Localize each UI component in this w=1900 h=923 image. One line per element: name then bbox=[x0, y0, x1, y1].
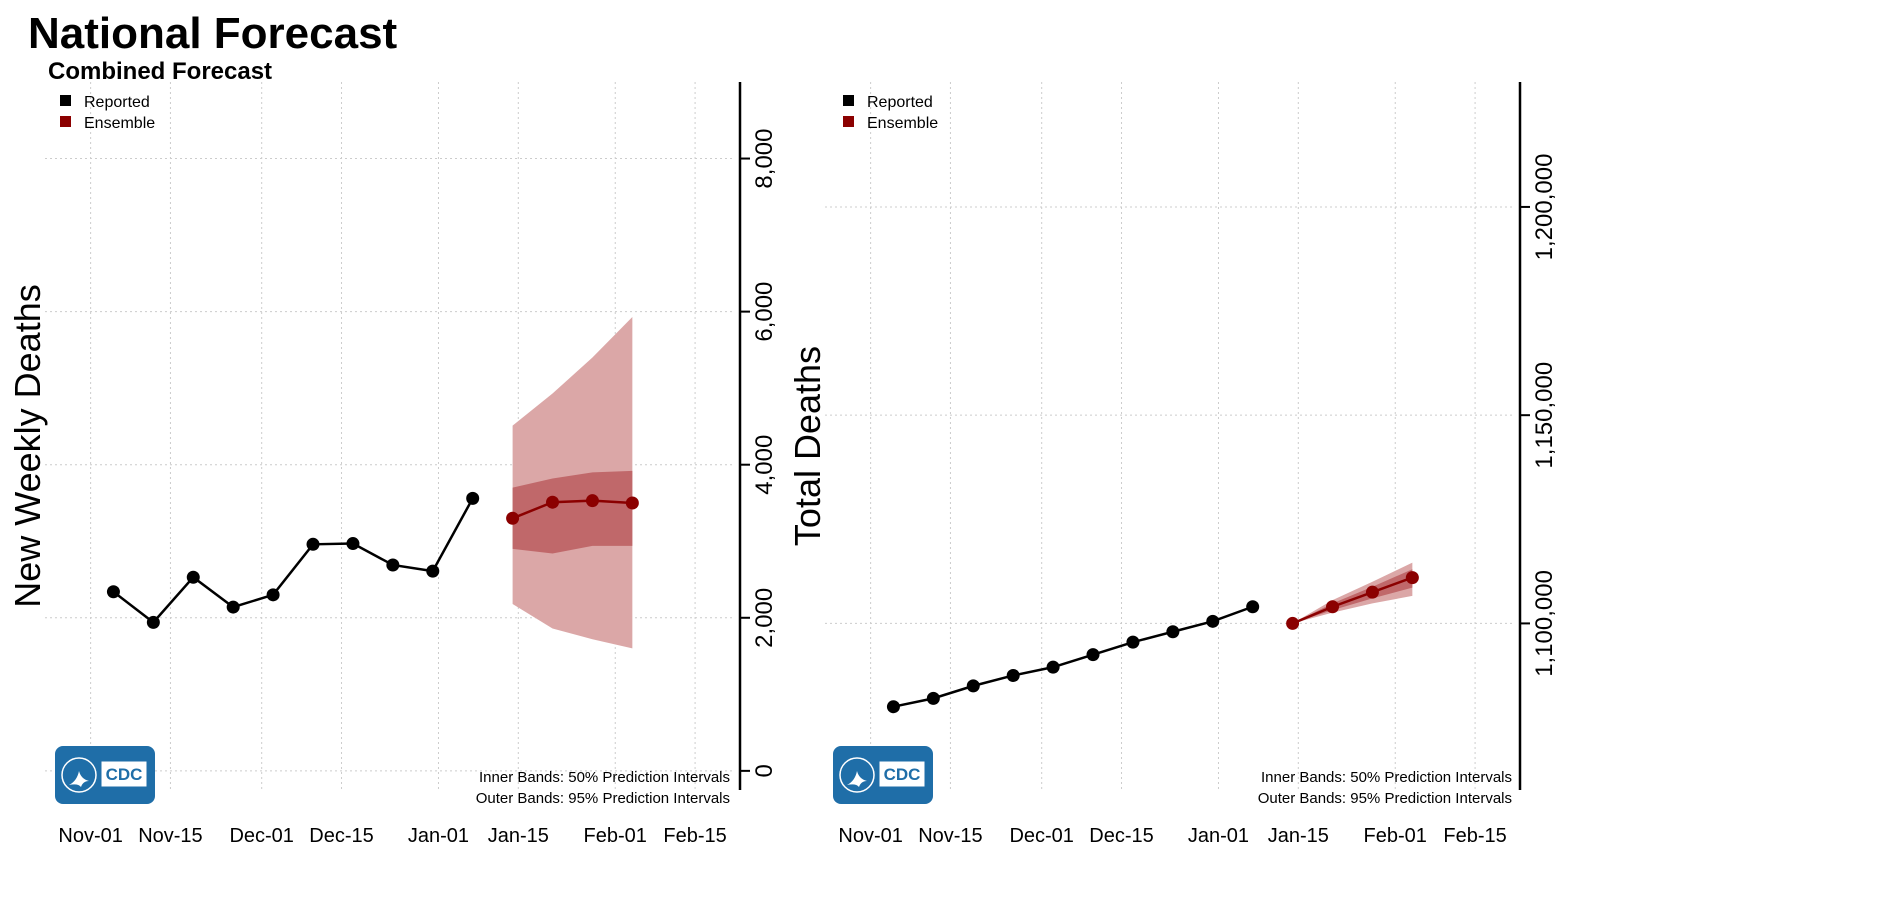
outer-prediction-band bbox=[1292, 562, 1413, 624]
reported-point bbox=[306, 537, 320, 551]
ensemble-point bbox=[1405, 571, 1419, 585]
ensemble-point bbox=[546, 495, 560, 509]
outer-band-note: Outer Bands: 95% Prediction Intervals bbox=[476, 790, 730, 807]
legend: Reported Ensemble bbox=[60, 94, 155, 132]
y-tick-label: 4,000 bbox=[751, 435, 778, 495]
x-tick-label: Feb-15 bbox=[1443, 825, 1506, 847]
total-deaths-chart: 1,100,000 1,150,000 1,200,000 Nov-01 Nov-15 D… bbox=[787, 82, 1558, 847]
hhs-seal-ring bbox=[61, 757, 97, 793]
hhs-seal-ring bbox=[839, 757, 875, 793]
inner-prediction-band bbox=[512, 470, 633, 554]
reported-point bbox=[1006, 668, 1020, 682]
reported-point bbox=[1206, 614, 1220, 628]
y-tick-label: 2,000 bbox=[751, 588, 778, 648]
y-tick-label: 1,100,000 bbox=[1531, 570, 1558, 677]
x-tick-label: Feb-01 bbox=[584, 825, 647, 847]
reported-point bbox=[426, 564, 440, 578]
x-tick-label: Jan-15 bbox=[1268, 825, 1329, 847]
legend: Reported Ensemble bbox=[843, 94, 938, 132]
y-axis-label: Total Deaths bbox=[787, 346, 828, 546]
legend-label-reported: Reported bbox=[84, 94, 150, 111]
reported-point bbox=[886, 700, 900, 714]
reported-point bbox=[106, 585, 120, 599]
cdc-text-box bbox=[879, 761, 925, 787]
x-tick-label: Jan-15 bbox=[488, 825, 549, 847]
x-tick-label: Jan-01 bbox=[408, 825, 469, 847]
x-tick-label: Nov-01 bbox=[838, 825, 902, 847]
reported-point bbox=[466, 491, 480, 505]
reported-point bbox=[1126, 635, 1140, 649]
ensemble-point bbox=[506, 511, 520, 525]
legend-swatch-reported bbox=[60, 95, 71, 106]
reported-point bbox=[966, 679, 980, 693]
page-subtitle: Combined Forecast bbox=[48, 58, 273, 85]
reported-point bbox=[346, 537, 360, 551]
outer-band-note: Outer Bands: 95% Prediction Intervals bbox=[1258, 790, 1512, 807]
hhs-eagle-icon bbox=[61, 757, 97, 793]
legend-swatch-ensemble bbox=[60, 116, 71, 127]
ensemble-line bbox=[512, 499, 633, 520]
hhs-eagle-shape bbox=[847, 771, 867, 787]
reported-point bbox=[1246, 600, 1260, 614]
y-tick-label: 8,000 bbox=[751, 129, 778, 189]
x-tick-label: Dec-01 bbox=[1009, 825, 1073, 847]
ensemble-point bbox=[1365, 585, 1379, 599]
legend-label-ensemble: Ensemble bbox=[867, 115, 938, 132]
page-title: National Forecast bbox=[28, 9, 398, 58]
y-tick-label: 0 bbox=[751, 764, 778, 777]
hhs-eagle-icon bbox=[839, 757, 875, 793]
reported-point bbox=[266, 588, 280, 602]
y-tick-label: 1,150,000 bbox=[1531, 362, 1558, 469]
ensemble-point bbox=[625, 496, 639, 510]
reported-point bbox=[1046, 660, 1060, 674]
reported-line bbox=[112, 497, 474, 625]
reported-point bbox=[146, 615, 160, 629]
ensemble-line bbox=[1292, 576, 1413, 625]
reported-point bbox=[186, 570, 200, 584]
x-tick-label: Nov-15 bbox=[918, 825, 982, 847]
x-tick-label: Jan-01 bbox=[1188, 825, 1249, 847]
reported-line bbox=[893, 605, 1254, 708]
ensemble-point bbox=[1326, 600, 1340, 614]
reported-point bbox=[926, 691, 940, 705]
reported-point bbox=[1166, 625, 1180, 639]
cdc-logo: CDC bbox=[55, 746, 155, 804]
x-tick-label: Feb-15 bbox=[663, 825, 726, 847]
inner-band-note: Inner Bands: 50% Prediction Intervals bbox=[479, 769, 730, 786]
cdc-logo-text: CDC bbox=[106, 765, 143, 784]
weekly-deaths-chart: 0 2,000 4,000 6,000 8,000 Nov-01 Nov-15 Dec-01 D… bbox=[7, 82, 778, 847]
ensemble-point bbox=[585, 494, 599, 508]
legend-label-ensemble: Ensemble bbox=[84, 115, 155, 132]
legend-swatch-reported bbox=[843, 95, 854, 106]
x-tick-label: Dec-01 bbox=[229, 825, 293, 847]
cdc-logo: CDC bbox=[833, 746, 933, 804]
x-tick-label: Dec-15 bbox=[1089, 825, 1153, 847]
x-tick-label: Nov-15 bbox=[138, 825, 202, 847]
y-tick-label: 1,200,000 bbox=[1531, 154, 1558, 261]
inner-band-note: Inner Bands: 50% Prediction Intervals bbox=[1261, 769, 1512, 786]
x-tick-label: Nov-01 bbox=[58, 825, 122, 847]
cdc-logo-text: CDC bbox=[884, 765, 921, 784]
hhs-eagle-shape bbox=[69, 771, 89, 787]
y-tick-label: 6,000 bbox=[751, 282, 778, 342]
cdc-text-box bbox=[101, 761, 147, 787]
x-tick-label: Dec-15 bbox=[309, 825, 373, 847]
legend-swatch-ensemble bbox=[843, 116, 854, 127]
reported-point bbox=[1086, 648, 1100, 662]
x-tick-label: Feb-01 bbox=[1364, 825, 1427, 847]
reported-point bbox=[226, 600, 240, 614]
ensemble-point bbox=[1286, 616, 1300, 630]
y-axis-label: New Weekly Deaths bbox=[7, 284, 48, 607]
legend-label-reported: Reported bbox=[867, 94, 933, 111]
reported-point bbox=[386, 558, 400, 572]
